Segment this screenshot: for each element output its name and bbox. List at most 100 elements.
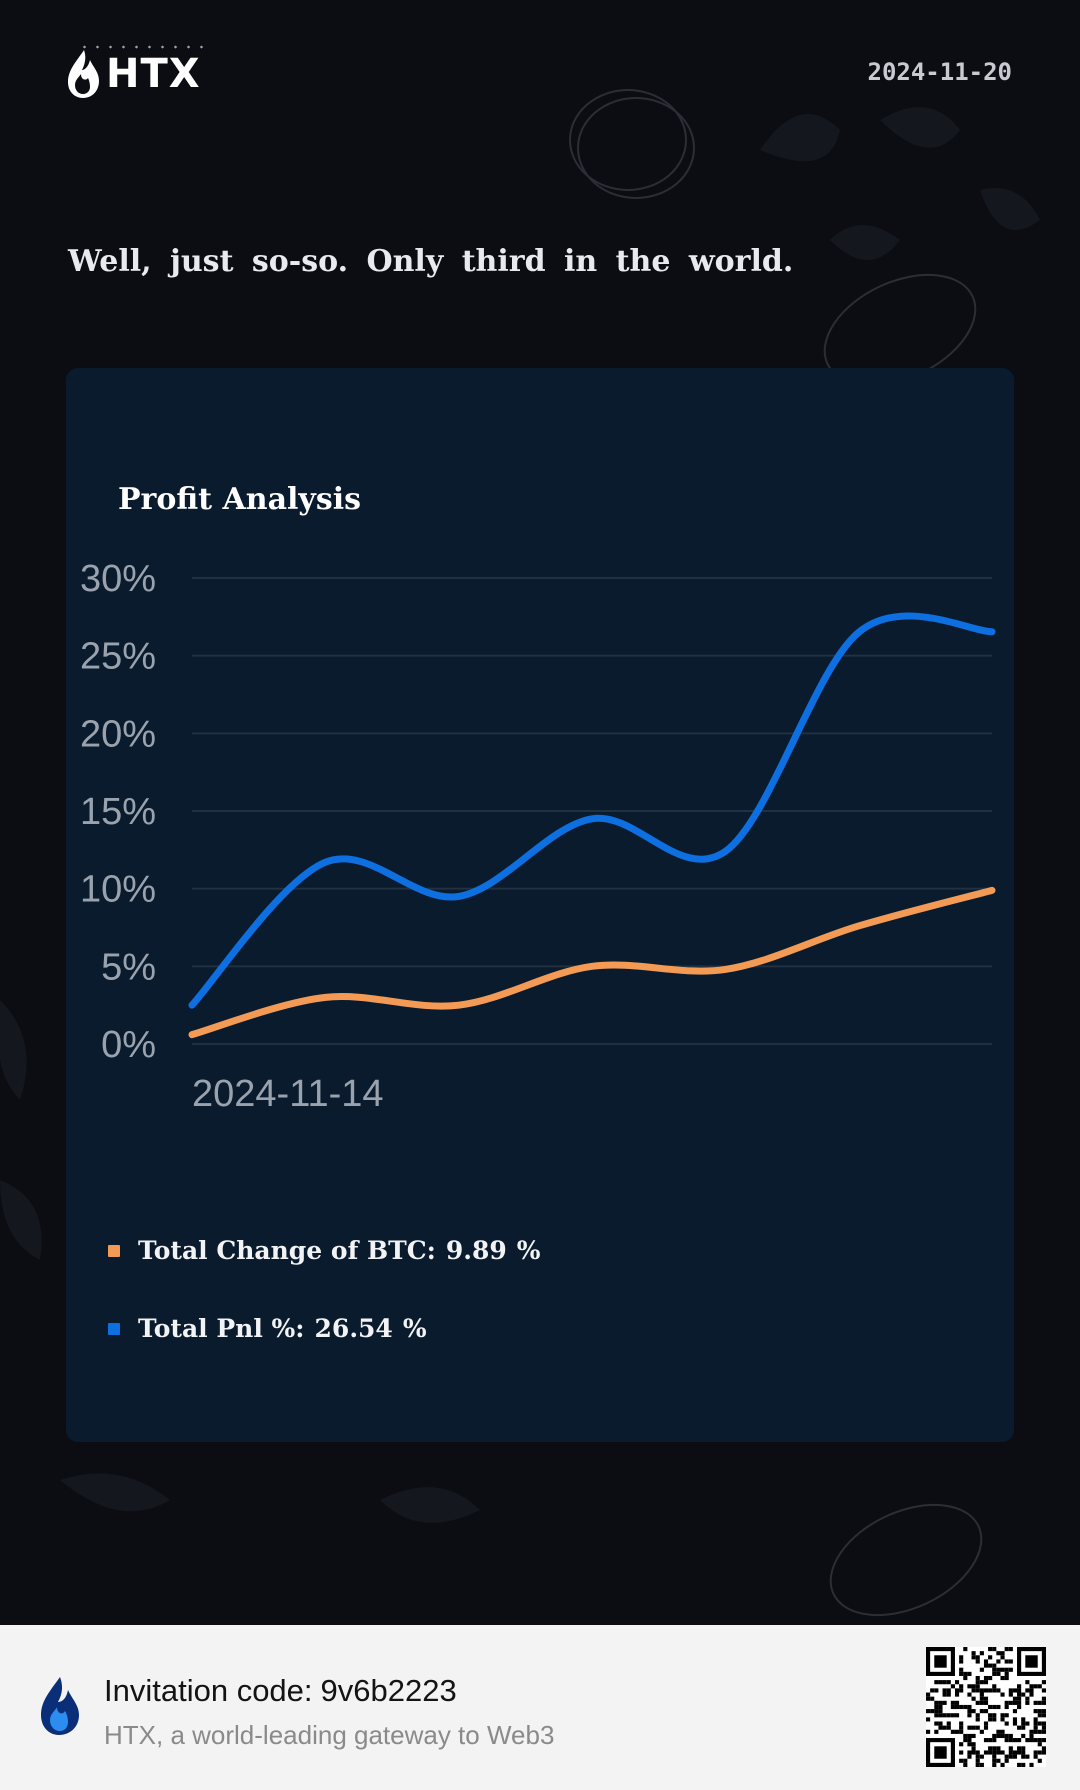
qr-module: [971, 1696, 976, 1701]
qr-module: [1021, 1717, 1026, 1722]
qr-module: [992, 1704, 997, 1710]
qr-module: [1033, 1725, 1038, 1730]
qr-module: [979, 1692, 984, 1697]
qr-module: [954, 1700, 960, 1705]
qr-module: [983, 1725, 989, 1730]
qr-module: [992, 1667, 997, 1672]
qr-module: [983, 1659, 989, 1664]
header: HTX 2024-11-20: [0, 0, 1080, 150]
qr-module: [975, 1758, 980, 1763]
y-axis-ticks: 0% 5% 10% 15% 20% 25% 30%: [80, 558, 156, 1066]
qr-module: [988, 1750, 993, 1755]
qr-module: [975, 1700, 980, 1705]
tagline: Well, just so-so. Only third in the worl…: [68, 244, 794, 279]
qr-module: [1029, 1688, 1034, 1693]
invitation-code: Invitation code: 9v6b2223: [104, 1673, 457, 1709]
report-date: 2024-11-20: [867, 58, 1013, 86]
qr-module: [1012, 1688, 1018, 1693]
qr-module: [1012, 1696, 1018, 1701]
qr-module: [996, 1750, 1001, 1755]
qr-module: [938, 1700, 943, 1705]
qr-module: [983, 1675, 989, 1681]
qr-module: [1012, 1709, 1018, 1714]
qr-module: [1004, 1733, 1009, 1739]
chart-series: [188, 612, 996, 1039]
qr-module: [988, 1655, 993, 1660]
htx-flame-icon: [41, 1677, 79, 1735]
qr-module: [967, 1750, 972, 1755]
qr-module: [983, 1663, 989, 1668]
qr-module: [992, 1738, 997, 1743]
qr-module: [979, 1667, 984, 1672]
qr-module: [1021, 1725, 1026, 1730]
qr-module: [938, 1713, 943, 1718]
qr-module: [996, 1659, 1001, 1664]
qr-module: [954, 1692, 960, 1697]
qr-module: [975, 1680, 980, 1685]
qr-module: [959, 1750, 964, 1755]
qr-module: [967, 1692, 972, 1697]
qr-finder-block: [1025, 1655, 1038, 1668]
qr-code[interactable]: [926, 1647, 1046, 1767]
qr-finder-block: [934, 1746, 947, 1759]
qr-module: [971, 1725, 976, 1730]
qr-module: [1021, 1721, 1026, 1726]
qr-module: [1037, 1684, 1042, 1689]
qr-module: [992, 1746, 997, 1751]
qr-module: [1041, 1721, 1046, 1726]
qr-module: [1033, 1700, 1038, 1705]
qr-module: [1008, 1700, 1013, 1705]
qr-module: [1012, 1750, 1018, 1755]
qr-module: [1037, 1738, 1042, 1743]
qr-module: [942, 1692, 947, 1697]
series-line-btc-change: [188, 886, 996, 1039]
qr-module: [996, 1671, 1001, 1676]
qr-module: [938, 1704, 943, 1710]
qr-module: [1037, 1709, 1042, 1714]
chart-title: Profit Analysis: [118, 482, 362, 517]
qr-module: [975, 1655, 980, 1660]
qr-module: [1012, 1717, 1018, 1722]
qr-module: [1041, 1709, 1046, 1714]
qr-module: [1008, 1692, 1013, 1697]
qr-module: [1037, 1729, 1042, 1734]
qr-module: [992, 1671, 997, 1676]
qr-module: [1041, 1746, 1046, 1751]
qr-module: [1008, 1659, 1013, 1664]
qr-module: [983, 1700, 989, 1705]
qr-module: [967, 1704, 972, 1710]
qr-module: [967, 1742, 972, 1747]
qr-module: [1012, 1738, 1018, 1743]
qr-module: [1004, 1659, 1009, 1664]
qr-module: [1037, 1713, 1042, 1718]
qr-module: [1000, 1667, 1005, 1672]
qr-module: [996, 1729, 1001, 1734]
qr-module: [1004, 1758, 1009, 1763]
background-decoration: [0, 89, 1040, 1617]
qr-module: [1041, 1696, 1046, 1701]
qr-module: [1000, 1729, 1005, 1734]
qr-module: [1033, 1754, 1038, 1759]
qr-module: [963, 1733, 968, 1739]
qr-module: [1004, 1667, 1009, 1672]
qr-module: [971, 1688, 976, 1693]
profit-card: [66, 368, 1014, 1442]
qr-module: [1017, 1738, 1022, 1743]
qr-module: [983, 1696, 989, 1701]
qr-module: [934, 1688, 939, 1693]
invitation-label: Invitation code:: [104, 1673, 313, 1708]
qr-module: [942, 1725, 947, 1730]
qr-module: [1017, 1692, 1022, 1697]
qr-module: [975, 1675, 980, 1681]
qr-module: [996, 1758, 1001, 1763]
qr-module: [946, 1713, 951, 1718]
qr-module: [1033, 1709, 1038, 1714]
qr-module: [1000, 1655, 1005, 1660]
qr-module: [1041, 1750, 1046, 1755]
legend-btc-value: 9.89: [445, 1236, 507, 1265]
qr-module: [934, 1704, 939, 1710]
qr-module: [959, 1758, 964, 1763]
qr-module: [1029, 1762, 1034, 1767]
qr-module: [992, 1684, 997, 1689]
qr-module: [992, 1733, 997, 1739]
